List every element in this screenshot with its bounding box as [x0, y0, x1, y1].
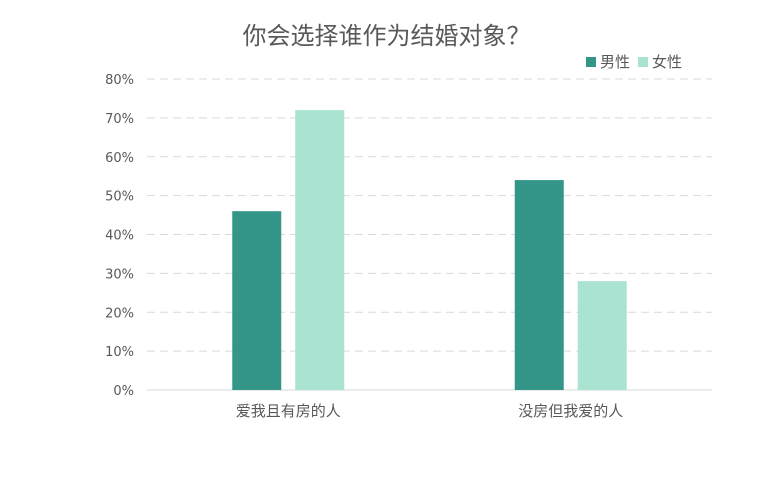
- y-tick-label: 80%: [105, 73, 134, 88]
- bars: [232, 110, 627, 390]
- y-tick-label: 60%: [105, 151, 134, 166]
- bar-male: [232, 211, 282, 390]
- legend-label-male: 男性: [600, 53, 631, 71]
- legend-item-male: 男性: [586, 51, 630, 72]
- gridlines: [147, 78, 712, 352]
- y-tick-label: 0%: [113, 384, 134, 399]
- legend: 男性 女性: [586, 51, 690, 72]
- chart-title: 你会选择谁作为结婚对象？: [242, 22, 531, 50]
- bar-female: [577, 281, 627, 390]
- x-category-label: 爱我且有房的人: [236, 402, 341, 420]
- bar-male: [514, 180, 564, 390]
- y-tick-label: 70%: [105, 112, 134, 127]
- legend-swatch-male: [586, 56, 596, 67]
- legend-item-female: 女性: [638, 51, 682, 72]
- y-tick-label: 30%: [105, 267, 134, 282]
- bar-female: [295, 110, 345, 390]
- legend-label-female: 女性: [652, 53, 683, 71]
- y-tick-label: 40%: [105, 229, 134, 244]
- y-tick-label: 50%: [105, 190, 134, 205]
- legend-swatch-female: [638, 56, 649, 67]
- y-tick-label: 10%: [105, 345, 134, 360]
- x-category-label: 没房但我爱的人: [518, 402, 623, 420]
- labels: 0% 10% 20% 30% 40% 50% 60% 70% 80% 爱我且有房的人 没房但我爱的人: [105, 73, 623, 420]
- y-tick-label: 20%: [105, 306, 134, 321]
